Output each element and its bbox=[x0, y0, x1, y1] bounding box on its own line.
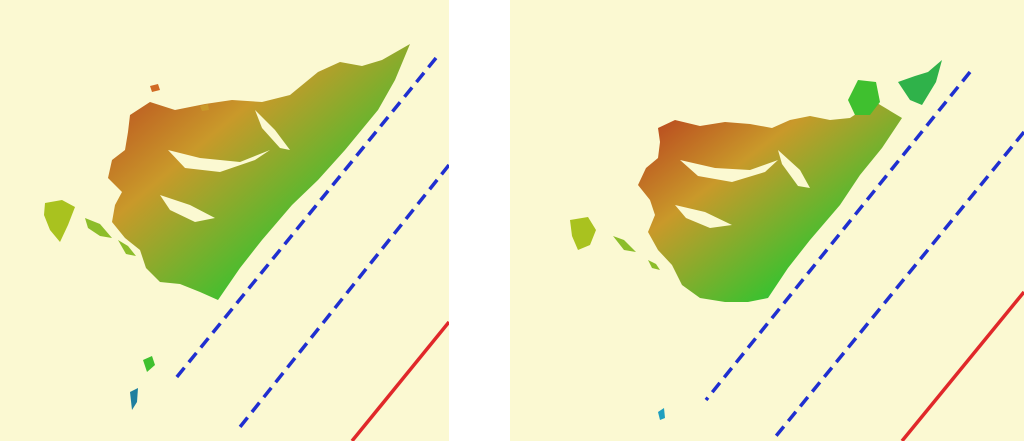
terrain-island bbox=[658, 408, 665, 420]
terrain-landmass-main bbox=[108, 44, 410, 300]
terrain-island bbox=[44, 200, 75, 242]
terrain-island bbox=[118, 240, 136, 256]
dashed-boundary-line-lower bbox=[770, 130, 1024, 441]
solid-boundary-line bbox=[900, 290, 1024, 441]
map-panel-left bbox=[0, 0, 449, 441]
terrain-fjord bbox=[778, 150, 810, 188]
map-canvas-right bbox=[510, 0, 1024, 441]
terrain-island bbox=[85, 218, 112, 238]
terrain-fjord bbox=[160, 195, 215, 222]
terrain-island bbox=[570, 217, 596, 250]
terrain-landmass-main bbox=[638, 100, 902, 302]
terrain-island bbox=[848, 80, 880, 115]
map-canvas-left bbox=[0, 0, 449, 441]
dashed-boundary-line-upper bbox=[174, 56, 438, 380]
terrain-island bbox=[200, 104, 209, 111]
terrain-island bbox=[613, 236, 636, 252]
dashed-boundary-line-upper bbox=[704, 70, 972, 402]
terrain-island bbox=[143, 356, 155, 372]
terrain-island bbox=[150, 84, 160, 92]
terrain-island bbox=[130, 388, 138, 410]
map-panel-right bbox=[510, 0, 1024, 441]
terrain-island bbox=[898, 60, 942, 105]
terrain-fjord bbox=[680, 160, 778, 182]
terrain-fjord bbox=[675, 205, 732, 228]
terrain-island bbox=[648, 260, 660, 270]
terrain-fjord bbox=[168, 150, 270, 172]
terrain-fjord bbox=[255, 110, 290, 150]
solid-boundary-line bbox=[350, 320, 449, 441]
